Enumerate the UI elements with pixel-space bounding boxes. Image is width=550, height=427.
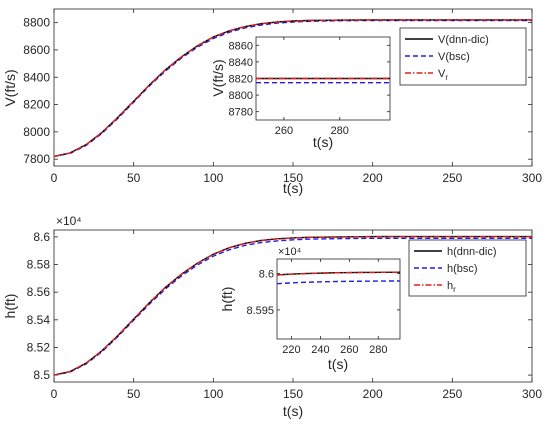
legend-label: h(bsc) (447, 263, 478, 275)
altitude-series (53, 235, 532, 376)
inset-x-tick-label: 260 (340, 344, 358, 356)
altitude-inset-x-axis-label: t(s) (328, 356, 348, 372)
legend-subscript: r (453, 285, 456, 294)
altitude-legend: h(dnn-dic) h(bsc) hr (408, 239, 527, 297)
inset-y-tick-label: 8840 (229, 57, 253, 69)
altitude-inset-ticks: 220 240 260 280 8.595 8.6 (246, 259, 400, 356)
x-tick-label: 200 (363, 171, 383, 185)
x-tick-label: 250 (442, 387, 462, 401)
series-line-2 (53, 237, 532, 376)
altitude-y-exponent: ×10⁴ (56, 214, 82, 228)
x-tick-label: 100 (203, 387, 223, 401)
y-tick-label: 8.58 (27, 258, 51, 272)
inset-x-tick-label: 280 (331, 125, 349, 137)
y-tick-label: 8.54 (27, 313, 51, 327)
legend-label: V(dnn-dic) (438, 34, 489, 46)
altitude-inset-exponent: ×10⁴ (278, 246, 302, 258)
legend-label: Vr (438, 68, 448, 82)
legend-label: hr (447, 280, 456, 294)
x-tick-label: 0 (51, 387, 58, 401)
legend-subscript: r (445, 73, 448, 82)
velocity-inset-series (256, 77, 390, 84)
altitude-y-axis-label: h(ft) (2, 294, 18, 319)
altitude-inset-y-axis-label: h(ft) (219, 287, 235, 312)
x-tick-label: 50 (127, 171, 141, 185)
altitude-inset-chart: ×10⁴ 220 240 260 280 8.595 8.6 t(s) h(ft) (219, 246, 401, 372)
x-tick-label: 300 (522, 387, 542, 401)
velocity-inset-ticks: 260 280 8780 8800 8820 8840 8860 (229, 37, 390, 137)
inset-y-tick-label: 8.595 (246, 305, 274, 317)
y-tick-label: 8.52 (27, 340, 51, 354)
legend-label: h(dnn-dic) (447, 246, 497, 258)
x-tick-label: 100 (203, 171, 223, 185)
y-tick-label: 8400 (23, 70, 50, 84)
inset-series-line-3 (276, 271, 401, 276)
velocity-chart: 0 50 100 150 200 250 300 7800 8000 8200 8400 8600 88… (2, 8, 542, 196)
velocity-inset-x-axis-label: t(s) (313, 134, 333, 150)
x-tick-label: 150 (283, 387, 303, 401)
inset-x-tick-label: 240 (311, 344, 329, 356)
y-tick-label: 7800 (23, 152, 50, 166)
y-tick-label: 8.6 (33, 230, 50, 244)
x-tick-label: 200 (363, 387, 383, 401)
inset-y-tick-label: 8.6 (259, 269, 274, 281)
altitude-chart: ×10⁴ 0 50 100 150 200 250 300 8.5 8.52 8.54 8.56 8.… (2, 214, 542, 419)
inset-y-tick-label: 8780 (229, 107, 253, 119)
inset-x-tick-label: 220 (282, 344, 300, 356)
x-tick-label: 0 (51, 171, 58, 185)
velocity-inset-y-axis-label: V(ft/s) (210, 59, 226, 96)
velocity-series (53, 19, 532, 158)
series-line-3 (53, 19, 532, 158)
inset-y-tick-label: 8820 (229, 74, 253, 86)
series-line-3 (53, 235, 532, 376)
velocity-inset-chart: 260 280 8780 8800 8820 8840 8860 t(s) V(ft/s) (210, 36, 391, 150)
velocity-y-axis-label: V(ft/s) (2, 69, 18, 106)
y-tick-label: 8600 (23, 43, 50, 57)
x-tick-label: 250 (442, 171, 462, 185)
inset-x-tick-label: 260 (275, 125, 293, 137)
altitude-inset-frame (276, 258, 401, 340)
inset-x-tick-label: 280 (369, 344, 387, 356)
inset-y-tick-label: 8800 (229, 90, 253, 102)
legend-label: V(bsc) (438, 51, 470, 63)
inset-series-line-2 (276, 280, 400, 285)
altitude-axes-ticks: 0 50 100 150 200 250 300 8.5 8.52 8.54 8.56 8.58 8.6 (27, 230, 543, 401)
y-tick-label: 8.5 (33, 368, 50, 382)
x-tick-label: 150 (283, 171, 303, 185)
y-tick-label: 8.56 (27, 285, 51, 299)
velocity-axes-ticks: 0 50 100 150 200 250 300 7800 8000 8200 8400 8600 88… (23, 9, 542, 185)
y-tick-label: 8000 (23, 125, 50, 139)
x-tick-label: 50 (127, 387, 141, 401)
velocity-x-axis-label: t(s) (283, 180, 303, 196)
velocity-legend: V(dnn-dic) V(bsc) Vr (399, 27, 527, 86)
altitude-inset-series (276, 271, 401, 285)
y-tick-label: 8200 (23, 98, 50, 112)
inset-y-tick-label: 8860 (229, 40, 253, 52)
x-tick-label: 300 (522, 171, 542, 185)
altitude-legend-box (408, 239, 527, 297)
altitude-x-axis-label: t(s) (283, 403, 303, 419)
y-tick-label: 8800 (23, 16, 50, 30)
